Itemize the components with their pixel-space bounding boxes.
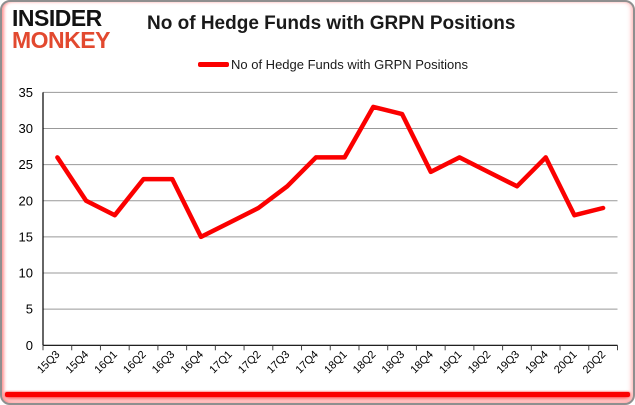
x-tick-label: 18Q3 xyxy=(380,349,408,377)
x-tick-label: 18Q2 xyxy=(351,349,379,377)
logo-line-monkey: MONKEY xyxy=(12,26,110,53)
x-tick-label: 15Q4 xyxy=(64,349,92,377)
x-tick-label: 18Q1 xyxy=(322,349,350,377)
x-tick-label: 19Q2 xyxy=(466,349,494,377)
x-tick-label: 17Q2 xyxy=(236,349,264,377)
x-tick-label: 19Q4 xyxy=(523,349,551,377)
chart-legend: No of Hedge Funds with GRPN Positions xyxy=(198,57,468,72)
x-tick-label: 18Q4 xyxy=(408,349,436,377)
series-line-hedge-funds xyxy=(55,104,606,240)
x-tick-label: 16Q2 xyxy=(121,349,149,377)
y-tick-label: 5 xyxy=(26,302,33,317)
x-tick-label: 19Q1 xyxy=(437,349,465,377)
x-tick-label: 16Q4 xyxy=(179,349,207,377)
bottom-accent-bar xyxy=(5,392,630,397)
y-tick-label: 0 xyxy=(26,338,33,353)
logo-line-insider: INSIDER xyxy=(12,5,102,31)
x-tick-label: 15Q3 xyxy=(35,349,63,377)
x-tick-label: 19Q3 xyxy=(495,349,523,377)
y-tick-label: 30 xyxy=(19,121,33,136)
x-tick-label: 17Q3 xyxy=(265,349,293,377)
y-tick-label: 20 xyxy=(19,193,33,208)
y-tick-label: 35 xyxy=(19,85,33,100)
x-tick-label: 20Q2 xyxy=(581,349,609,377)
x-tick-label: 16Q1 xyxy=(92,349,120,377)
chart-title: No of Hedge Funds with GRPN Positions xyxy=(147,13,516,34)
y-tick-label: 25 xyxy=(19,157,33,172)
insider-monkey-logo: INSIDER MONKEY xyxy=(12,5,110,53)
legend-line-marker-icon xyxy=(198,62,229,67)
x-tick-label: 20Q1 xyxy=(552,349,580,377)
x-tick-label: 17Q1 xyxy=(207,349,235,377)
x-tick-label: 16Q3 xyxy=(150,349,178,377)
y-tick-label: 10 xyxy=(19,266,33,281)
legend-label: No of Hedge Funds with GRPN Positions xyxy=(231,57,468,72)
x-tick-label: 17Q4 xyxy=(293,349,321,377)
y-tick-label: 15 xyxy=(19,229,33,244)
